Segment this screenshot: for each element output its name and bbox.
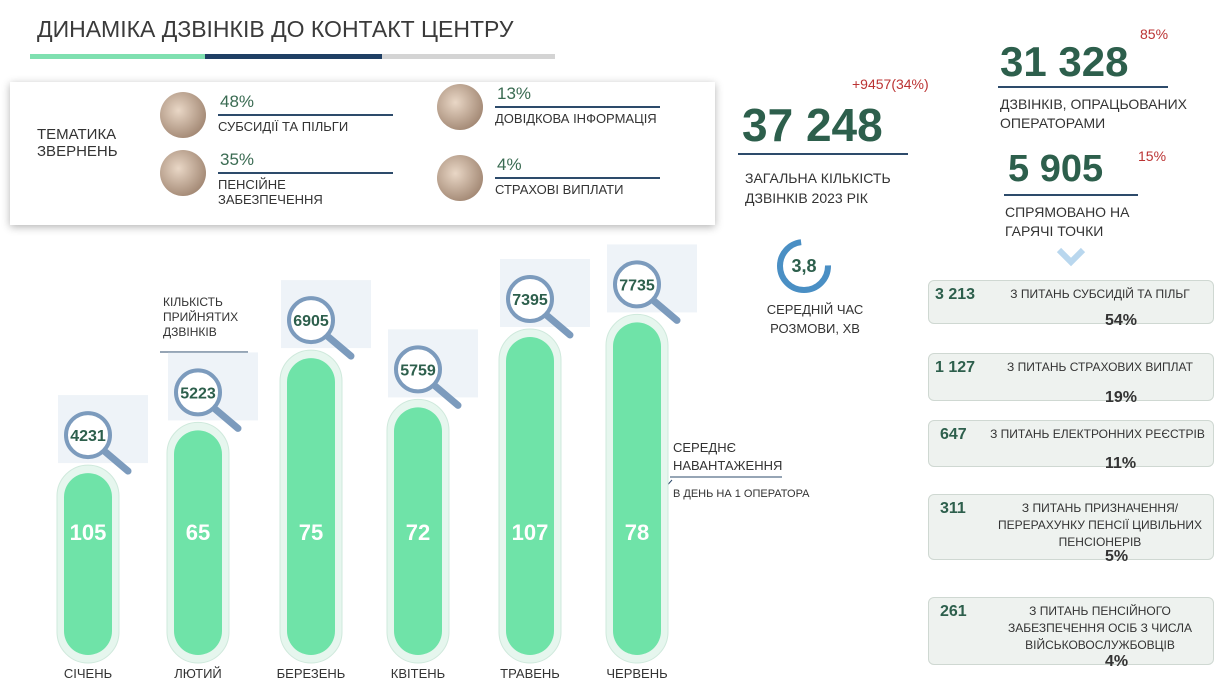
rule	[1004, 194, 1138, 196]
topics-label: ТЕМАТИКА ЗВЕРНЕНЬ	[37, 126, 137, 160]
load-value: 75	[299, 520, 323, 545]
month-label: КВІТЕНЬ	[391, 666, 445, 681]
operators-label: ДЗВІНКІВ, ОПРАЦЬОВАНИХ ОПЕРАТОРАМИ	[1000, 95, 1200, 133]
breakdown-value: 311	[940, 500, 966, 518]
topic-icon	[437, 84, 483, 130]
breakdown-share: 11%	[1105, 455, 1136, 473]
month-label: ЧЕРВЕНЬ	[606, 666, 667, 681]
breakdown-label: З ПИТАНЬ ЕЛЕКТРОННИХ РЕЄСТРІВ	[980, 426, 1214, 443]
rule	[738, 153, 908, 155]
total-label: ЗАГАЛЬНА КІЛЬКІСТЬ ДЗВІНКІВ 2023 РІК	[745, 168, 895, 208]
breakdown-share: 19%	[1105, 389, 1137, 407]
month-label: СІЧЕНЬ	[64, 666, 112, 681]
breakdown-label: З ПИТАНЬ СТРАХОВИХ ВИПЛАТ	[990, 359, 1210, 376]
breakdown-label: З ПИТАНЬ ПЕНСІЙНОГО ЗАБЕЗПЕЧЕННЯ ОСІБ З …	[990, 603, 1210, 654]
hotspots-label: СПРЯМОВАНО НА ГАРЯЧІ ТОЧКИ	[1005, 203, 1145, 241]
title-rule	[382, 54, 555, 59]
rule	[998, 86, 1168, 88]
load-value: 65	[186, 520, 210, 545]
calls-value: 4231	[70, 428, 106, 445]
load-value: 78	[625, 520, 649, 545]
breakdown-share: 5%	[1105, 548, 1128, 566]
hotspots-share: 15%	[1138, 148, 1166, 164]
calls-value: 7395	[512, 292, 548, 309]
calls-value: 5223	[180, 385, 216, 402]
calls-value: 7735	[619, 277, 655, 294]
load-sublabel: В ДЕНЬ НА 1 ОПЕРАТОРА	[673, 488, 810, 500]
month-label: БЕРЕЗЕНЬ	[277, 666, 346, 681]
topic-icon	[160, 92, 206, 138]
calls-value: 5759	[400, 362, 436, 379]
breakdown-share: 54%	[1105, 312, 1137, 330]
chevron	[1056, 246, 1086, 268]
total-value: 37 248	[742, 98, 883, 152]
breakdown-value: 3 213	[935, 286, 975, 304]
topic-label: СУБСИДІЇ ТА ПІЛЬГИ	[218, 114, 393, 134]
bar	[287, 358, 335, 655]
topic-icon	[160, 150, 206, 196]
topic-icon	[437, 155, 483, 201]
operators-share: 85%	[1140, 26, 1168, 42]
hotspots-value: 5 905	[1008, 148, 1103, 191]
title-rule	[205, 54, 382, 59]
breakdown-value: 647	[940, 426, 967, 444]
breakdown-share: 4%	[1105, 653, 1128, 671]
calls-value: 6905	[293, 313, 329, 330]
total-change: +9457(34%)	[852, 76, 929, 92]
load-value: 72	[406, 520, 430, 545]
month-label: ТРАВЕНЬ	[500, 666, 560, 681]
topic-percent: 4%	[497, 155, 522, 175]
bar	[613, 322, 661, 655]
breakdown-value: 1 127	[935, 359, 975, 377]
breakdown-label: З ПИТАНЬ ПРИЗНАЧЕННЯ/ ПЕРЕРАХУНКУ ПЕНСІЇ…	[990, 500, 1210, 551]
topic-percent: 48%	[220, 92, 254, 112]
title-rule	[30, 54, 205, 59]
month-label: ЛЮТИЙ	[174, 666, 222, 681]
topic-percent: 35%	[220, 150, 254, 170]
breakdown-label: З ПИТАНЬ СУБСИДІЙ ТА ПІЛЬГ	[990, 286, 1210, 303]
topic-label: СТРАХОВІ ВИПЛАТИ	[495, 177, 660, 197]
topic-percent: 13%	[497, 84, 531, 104]
load-value: 105	[70, 520, 107, 545]
title: ДИНАМІКА ДЗВІНКІВ ДО КОНТАКТ ЦЕНТРУ	[37, 16, 514, 43]
topic-label: ДОВІДКОВА ІНФОРМАЦІЯ	[495, 106, 660, 126]
bar	[64, 473, 112, 655]
bar	[506, 337, 554, 655]
infographic: ДИНАМІКА ДЗВІНКІВ ДО КОНТАКТ ЦЕНТРУ ТЕМА…	[0, 0, 1214, 691]
topic-label: ПЕНСІЙНЕ ЗАБЕЗПЕЧЕННЯ	[218, 172, 393, 207]
breakdown-value: 261	[940, 603, 967, 621]
load-value: 107	[512, 520, 549, 545]
operators-value: 31 328	[1000, 38, 1128, 86]
